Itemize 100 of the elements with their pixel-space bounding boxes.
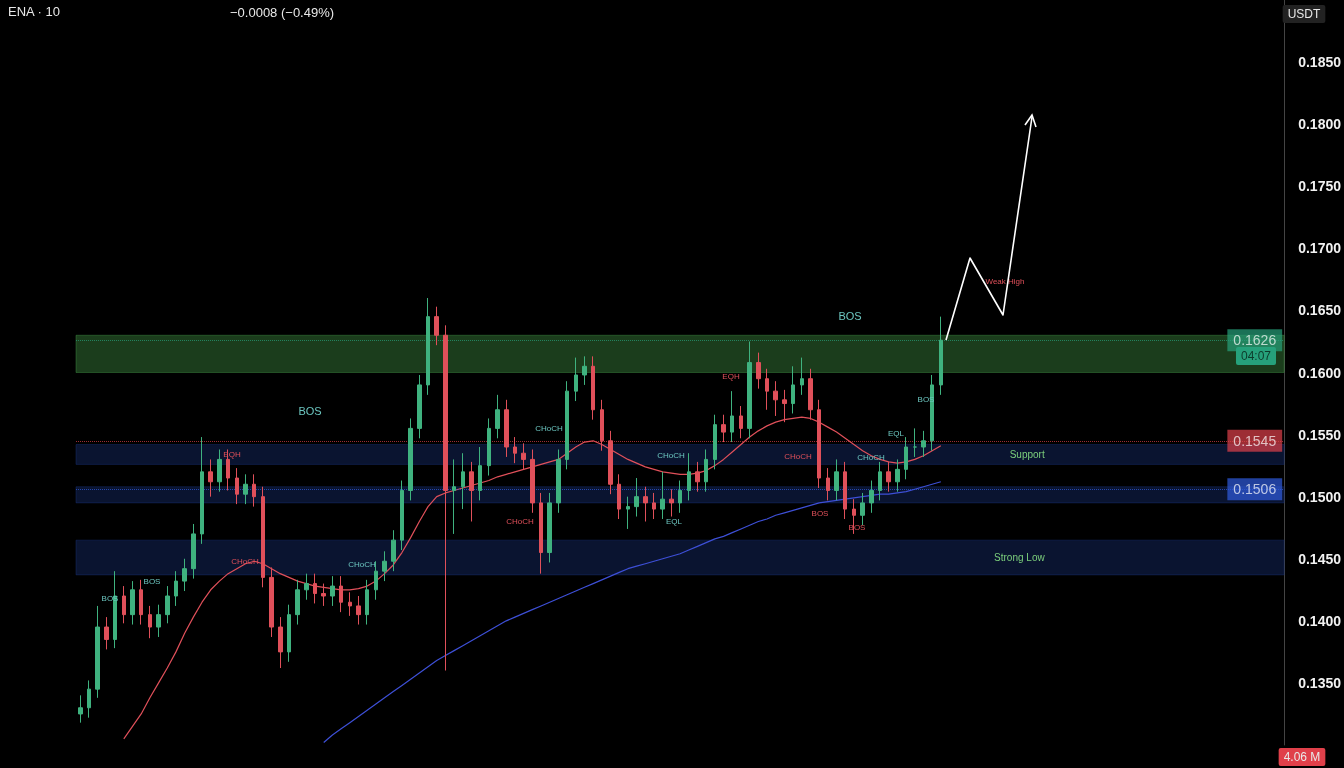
candlestick [921,430,926,458]
y-tick-label: 0.1550 [1298,426,1342,443]
y-tick-label: 0.1650 [1298,302,1342,319]
candlestick [417,374,422,439]
candlestick [608,430,613,495]
y-tick-label: 0.1750 [1298,178,1342,195]
annotation: CHoCH [231,556,259,566]
candlestick [217,448,222,493]
candlestick [304,573,309,601]
text: 4.06 M [1283,750,1321,764]
candlestick [200,436,204,545]
candlestick [104,616,109,650]
candlestick [313,573,317,604]
annotation: −0.0008 (−0.49%) [230,4,335,20]
candlestick [87,679,91,719]
candlestick [269,566,274,638]
candlestick [208,458,213,498]
candlestick [860,492,865,526]
candlestick [374,560,378,601]
y-tick-label: 0.1350 [1298,674,1342,691]
candlestick [869,480,874,514]
candlestick [730,390,734,443]
candlestick [530,448,535,514]
candlestick [461,452,465,510]
candlestick [669,488,674,518]
candlestick [591,355,595,421]
candlestick [739,405,743,439]
candlestick [348,591,352,617]
candlestick [330,575,335,607]
candlestick [617,473,621,520]
candlestick [356,595,361,626]
candlestick [652,492,656,520]
candlestick [834,458,839,501]
y-tick-label: 0.1700 [1298,240,1342,257]
annotation: BOS [811,508,829,518]
candlestick [182,558,187,592]
text: USDT [1287,7,1321,21]
candlestick [756,352,761,390]
candlestick [513,436,517,464]
line-series [323,481,942,744]
annotation: CHoCH [348,559,376,569]
candlestick [721,414,726,443]
candlestick [843,461,847,520]
candlestick [886,461,891,493]
candlestick [130,580,135,626]
annotation: CHoCH [506,516,534,526]
annotation: BOS [298,405,322,417]
candlestick [634,477,639,518]
y-tick-label: 0.1850 [1298,54,1342,71]
ref-line-label: 0.1506 [1233,481,1277,498]
candlestick [565,380,569,470]
candlestick [487,417,491,477]
annotation: EQH [722,371,740,381]
annotation: CHoCH [784,451,812,461]
annotation: BOS [143,576,161,586]
candlestick [235,467,239,505]
candlestick [391,529,396,572]
candlestick [365,579,369,626]
candlestick [122,585,126,624]
candlestick [895,458,900,493]
candlestick [765,368,769,411]
candlestick [939,316,943,396]
candlestick [521,442,526,470]
candlestick [547,492,552,563]
candlestick [452,458,456,535]
y-tick-label: 0.1400 [1298,612,1342,629]
candlestick [156,604,161,638]
candlestick [243,473,248,505]
candlestick [339,575,343,613]
candlestick [773,380,778,417]
candlestick [695,461,700,493]
candlestick [191,523,196,580]
annotation: 04:07 [1240,349,1272,363]
candlestick [287,604,291,663]
candlestick [878,461,882,501]
candlestick [295,579,300,626]
annotation: CHoCH [657,450,685,460]
annotation: BOS [838,310,862,322]
candlestick [139,579,143,626]
candlestick [574,357,578,402]
candlestick [504,399,509,458]
candlestick [678,480,682,514]
candlestick [687,452,691,501]
candlestick [747,340,752,439]
annotation: CHoCH [535,423,563,433]
candlestick [382,550,387,582]
candlestick [469,461,474,522]
candlestick [582,355,587,386]
candlestick [252,473,256,508]
candlestick [408,417,413,501]
candlestick [78,694,83,724]
band-label: Strong Low [994,552,1046,564]
candlestick [643,486,648,522]
candlestick [713,414,717,470]
annotation: Weak High [985,276,1025,286]
candlestick [626,496,630,530]
candlestick [174,570,178,607]
candlestick [434,306,439,346]
y-tick-label: 0.1600 [1298,364,1342,381]
candlestick [321,583,326,607]
